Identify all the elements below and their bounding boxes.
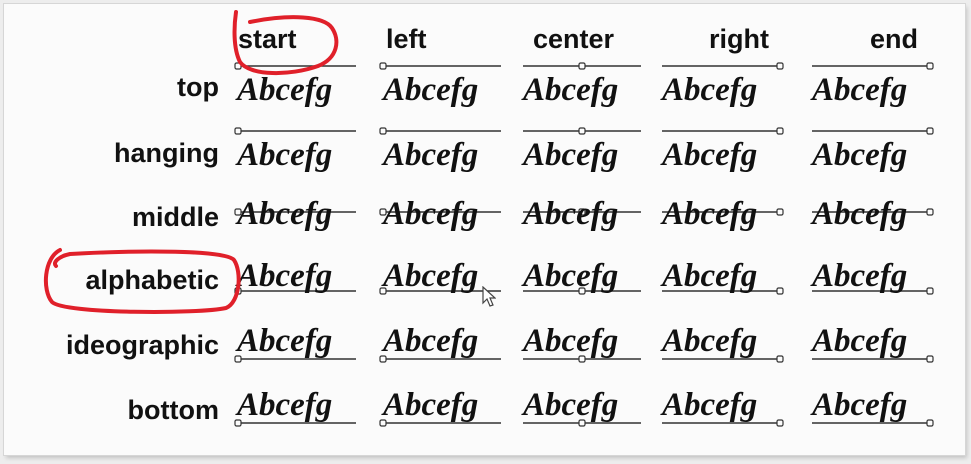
sample-text-top-left: Abcefg	[383, 72, 479, 108]
sample-text-middle-center: Abcefg	[523, 196, 619, 232]
sample-text-top-end: Abcefg	[812, 72, 908, 108]
row-label-ideographic: ideographic	[65, 330, 219, 360]
column-header-start: start	[238, 24, 297, 54]
sample-text-bottom-start: Abcefg	[237, 387, 333, 423]
sample-text-bottom-center: Abcefg	[523, 387, 619, 423]
sample-text-middle-end: Abcefg	[812, 196, 908, 232]
sample-text-bottom-right: Abcefg	[662, 387, 758, 423]
sample-text-top-start: Abcefg	[237, 72, 333, 108]
sample-text-alphabetic-start: Abcefg	[237, 258, 333, 294]
sample-text-alphabetic-center: Abcefg	[523, 258, 619, 294]
sample-text-bottom-left: Abcefg	[383, 387, 479, 423]
sample-text-ideographic-right: Abcefg	[662, 323, 758, 359]
sample-text-ideographic-center: Abcefg	[523, 323, 619, 359]
sample-text-middle-start: Abcefg	[237, 196, 333, 232]
sample-text-hanging-left: Abcefg	[383, 137, 479, 173]
sample-text-hanging-start: Abcefg	[237, 137, 333, 173]
sample-text-hanging-center: Abcefg	[523, 137, 619, 173]
row-label-middle: middle	[131, 202, 219, 232]
sample-text-hanging-right: Abcefg	[662, 137, 758, 173]
column-header-end: end	[870, 24, 919, 54]
mouse-cursor-icon	[482, 286, 496, 307]
sample-text-bottom-end: Abcefg	[812, 387, 908, 423]
sample-text-hanging-end: Abcefg	[812, 137, 908, 173]
column-header-left: left	[386, 24, 427, 54]
sample-text-top-center: Abcefg	[523, 72, 619, 108]
sample-text-alphabetic-end: Abcefg	[812, 258, 908, 294]
row-label-bottom: bottom	[127, 395, 219, 425]
sample-text-middle-left: Abcefg	[383, 196, 479, 232]
column-header-right: right	[709, 24, 769, 54]
row-label-top: top	[177, 72, 219, 102]
column-header-center: center	[533, 24, 615, 54]
sample-text-alphabetic-right: Abcefg	[662, 258, 758, 294]
row-label-alphabetic: alphabetic	[85, 265, 219, 295]
sample-text-ideographic-end: Abcefg	[812, 323, 908, 359]
sample-text-alphabetic-left: Abcefg	[383, 258, 479, 294]
sample-text-ideographic-left: Abcefg	[383, 323, 479, 359]
row-label-hanging: hanging	[114, 138, 219, 168]
sample-text-middle-right: Abcefg	[662, 196, 758, 232]
diagram-frame	[4, 4, 965, 455]
sample-text-top-right: Abcefg	[662, 72, 758, 108]
sample-text-ideographic-start: Abcefg	[237, 323, 333, 359]
